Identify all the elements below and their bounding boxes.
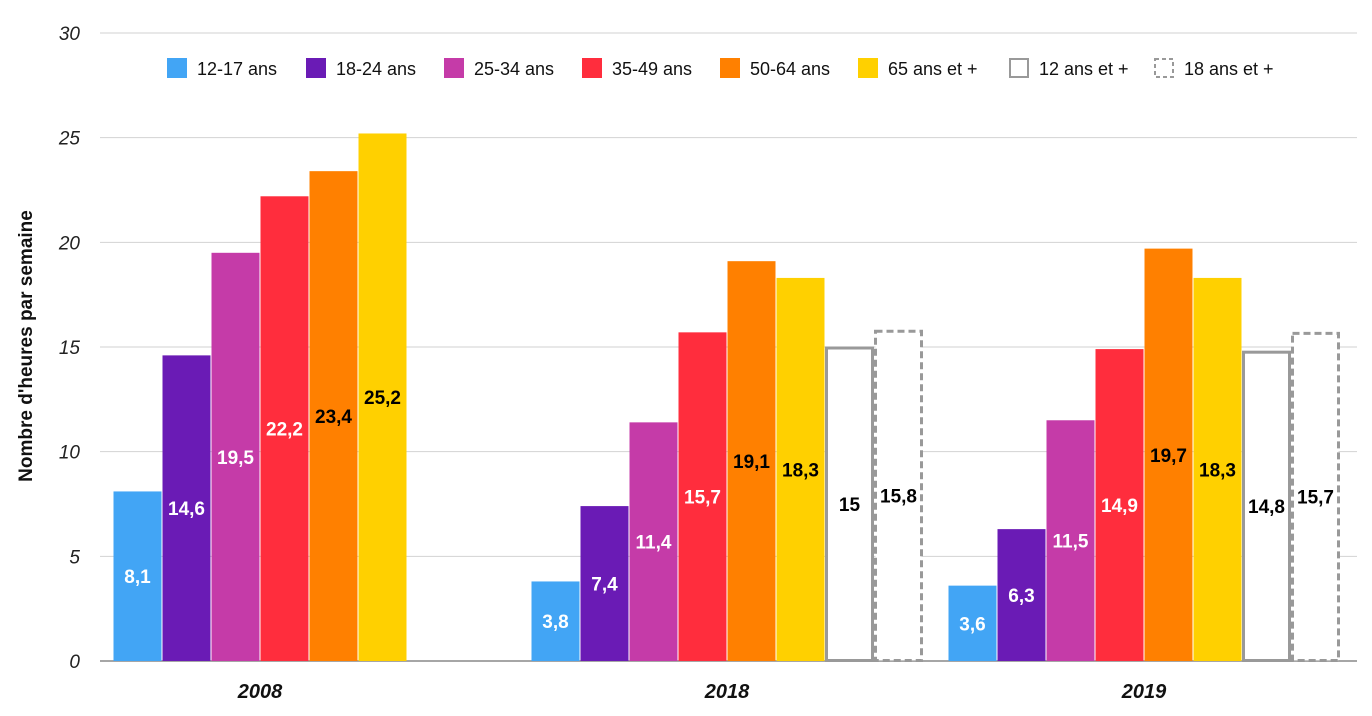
x-category-label: 2008 bbox=[237, 681, 283, 703]
bar-25-34-ans-2008 bbox=[211, 252, 260, 662]
data-label: 15 bbox=[839, 495, 861, 516]
bar-12-ans-et-2018 bbox=[825, 346, 874, 662]
bar-35-49-ans-2018 bbox=[678, 332, 727, 661]
legend-swatch-12-17-ans bbox=[167, 58, 187, 78]
bar-50-64-ans-2008 bbox=[309, 171, 358, 661]
bar-65-ans-et-2018 bbox=[776, 277, 825, 661]
x-category-label: 2019 bbox=[1121, 681, 1167, 703]
bar-35-49-ans-2019 bbox=[1095, 349, 1144, 661]
bar-50-64-ans-2018 bbox=[727, 261, 776, 661]
y-tick-label: 10 bbox=[59, 443, 81, 464]
y-tick-label: 20 bbox=[58, 233, 81, 254]
bar-12-17-ans-2018 bbox=[531, 581, 580, 661]
legend-swatch-65-ans-et bbox=[858, 58, 878, 78]
data-label: 7,4 bbox=[591, 575, 618, 596]
legend-label-35-49-ans: 35-49 ans bbox=[612, 59, 692, 79]
bar-18-24-ans-2018 bbox=[580, 506, 629, 661]
bar-12-17-ans-2008 bbox=[113, 491, 162, 661]
data-label: 14,9 bbox=[1101, 496, 1138, 517]
bar-25-34-ans-2019 bbox=[1046, 420, 1095, 661]
y-tick-label: 5 bbox=[69, 547, 80, 568]
bar-18-24-ans-2019 bbox=[997, 529, 1046, 661]
y-tick-label: 25 bbox=[58, 129, 81, 150]
data-label: 11,5 bbox=[1053, 532, 1089, 553]
legend-label-12-17-ans: 12-17 ans bbox=[197, 59, 277, 79]
y-tick-label: 30 bbox=[59, 24, 81, 45]
legend-swatch-18-ans-et bbox=[1154, 58, 1174, 78]
data-label: 3,8 bbox=[542, 612, 568, 633]
legend-label-12-ans-et: 12 ans et + bbox=[1039, 59, 1129, 79]
data-label: 19,1 bbox=[733, 452, 770, 473]
data-label: 11,4 bbox=[636, 533, 672, 554]
bar-35-49-ans-2008 bbox=[260, 196, 309, 661]
data-label: 15,8 bbox=[880, 487, 917, 508]
y-axis-label: Nombre d'heures par semaine bbox=[16, 210, 37, 482]
data-label: 18,3 bbox=[782, 460, 819, 481]
legend-swatch-18-24-ans bbox=[306, 58, 326, 78]
data-label: 19,7 bbox=[1150, 446, 1187, 467]
bar-18-24-ans-2008 bbox=[162, 355, 211, 661]
data-label: 3,6 bbox=[959, 614, 985, 635]
data-label: 18,3 bbox=[1199, 460, 1236, 481]
y-tick-label: 15 bbox=[59, 338, 81, 359]
legend-label-18-24-ans: 18-24 ans bbox=[336, 59, 416, 79]
data-label: 25,2 bbox=[364, 388, 401, 409]
bar-65-ans-et-2008 bbox=[358, 133, 407, 662]
legend-label-50-64-ans: 50-64 ans bbox=[750, 59, 830, 79]
legend-swatch-50-64-ans bbox=[720, 58, 740, 78]
bar-50-64-ans-2019 bbox=[1144, 248, 1193, 661]
legend: 12-17 ans 18-24 ans 25-34 ans 35-49 ans 50-6… bbox=[167, 58, 1274, 79]
data-label: 23,4 bbox=[315, 407, 352, 428]
legend-label-25-34-ans: 25-34 ans bbox=[474, 59, 554, 79]
data-label: 22,2 bbox=[266, 420, 303, 441]
legend-swatch-35-49-ans bbox=[582, 58, 602, 78]
bars: 8,1 14,6 19,5 22,2 23,4 25,2 3,8 7,4 11,4 15,7 19,… bbox=[113, 133, 1340, 662]
bar-65-ans-et-2019 bbox=[1193, 277, 1242, 661]
data-label: 6,3 bbox=[1008, 586, 1034, 607]
data-label: 14,8 bbox=[1248, 497, 1285, 518]
bar-12-17-ans-2019 bbox=[948, 585, 997, 661]
data-label: 14,6 bbox=[168, 499, 205, 520]
bar-18-ans-et-2018 bbox=[874, 329, 923, 662]
legend-label-65-ans-et: 65 ans et + bbox=[888, 59, 978, 79]
y-tick-label: 0 bbox=[69, 652, 80, 673]
data-label: 15,7 bbox=[684, 488, 721, 509]
data-label: 8,1 bbox=[124, 567, 151, 588]
bar-12-ans-et-2019 bbox=[1242, 350, 1291, 662]
legend-swatch-25-34-ans bbox=[444, 58, 464, 78]
bar-25-34-ans-2018 bbox=[629, 422, 678, 661]
y-axis-ticks: 0 5 10 15 20 25 30 bbox=[58, 24, 81, 673]
bar-18-ans-et-2019 bbox=[1291, 331, 1340, 662]
x-axis-categories: 2008 2018 2019 bbox=[237, 681, 1167, 703]
x-category-label: 2018 bbox=[704, 681, 750, 703]
legend-label-18-ans-et: 18 ans et + bbox=[1184, 59, 1274, 79]
data-label: 15,7 bbox=[1297, 488, 1334, 509]
data-label: 19,5 bbox=[217, 448, 254, 469]
legend-swatch-12-ans-et bbox=[1009, 58, 1029, 78]
